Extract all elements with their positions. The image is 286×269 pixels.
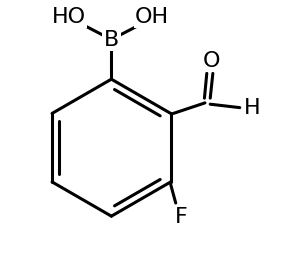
Text: F: F bbox=[175, 207, 188, 228]
Text: B: B bbox=[104, 30, 119, 50]
Text: O: O bbox=[203, 51, 220, 71]
Text: HO: HO bbox=[52, 7, 86, 27]
Text: H: H bbox=[244, 98, 261, 118]
Text: OH: OH bbox=[135, 7, 169, 27]
